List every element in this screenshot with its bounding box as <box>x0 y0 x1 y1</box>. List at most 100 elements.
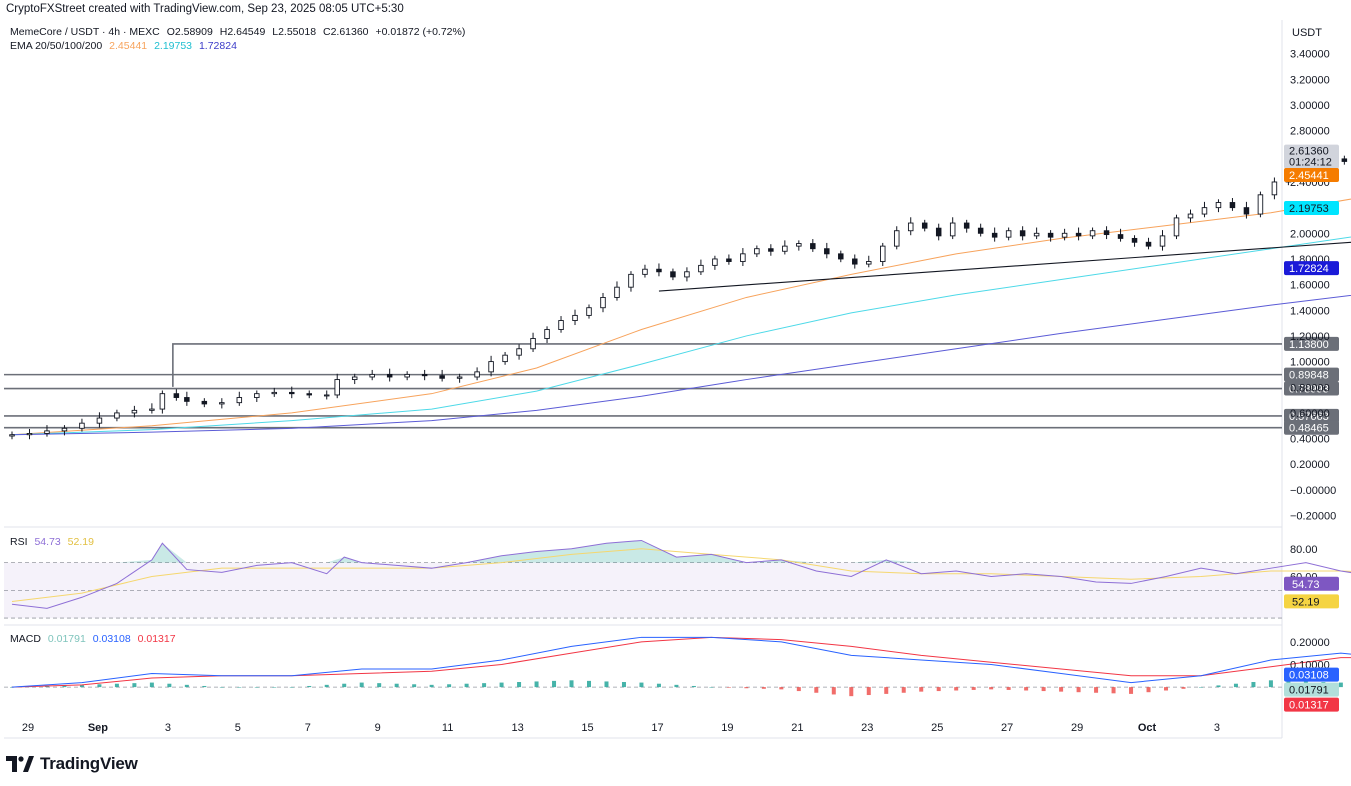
candle <box>768 248 774 252</box>
candle <box>544 329 550 339</box>
candle <box>977 227 984 234</box>
candle <box>404 373 410 378</box>
candle <box>1117 234 1124 239</box>
change-value: +0.01872 (+0.72%) <box>375 26 466 38</box>
price-axis: 3.400003.200003.000002.800002.600002.400… <box>1284 49 1339 523</box>
macd-legend: MACD 0.01791 0.03108 0.01317 <box>10 633 180 645</box>
candle <box>1271 181 1278 196</box>
ema200-value: 1.72824 <box>198 40 237 52</box>
macd-histogram-bar <box>79 684 84 688</box>
macd-histogram-bar <box>552 680 557 688</box>
macd-histogram-bar <box>1338 682 1343 688</box>
candle <box>1201 207 1208 215</box>
price-tick-label: 3.20000 <box>1290 74 1330 86</box>
candle <box>219 402 225 405</box>
time-tick-label: Sep <box>88 722 108 734</box>
candle <box>351 376 358 381</box>
candle <box>796 243 802 247</box>
candle <box>684 271 690 278</box>
macd-histogram-bar <box>237 687 242 688</box>
macd-histogram-bar <box>464 683 469 688</box>
macd-histogram-bar <box>44 685 49 688</box>
macd-histogram-bar <box>796 687 801 692</box>
macd-histogram-bar <box>359 682 364 688</box>
ohlc-low-value: 2.55018 <box>278 26 317 38</box>
candle <box>306 393 312 396</box>
macd-histogram-bar <box>1076 687 1081 693</box>
macd-histogram-bar <box>429 684 434 688</box>
candle <box>698 264 704 273</box>
macd-histogram-bar <box>114 683 119 688</box>
macd-histogram-bar <box>1129 687 1134 694</box>
candle <box>1047 232 1054 238</box>
macd-histogram-bar <box>709 687 714 688</box>
candle <box>9 434 15 437</box>
macd-label: MACD <box>10 633 41 645</box>
price-tick-label: −0.00000 <box>1290 485 1336 497</box>
macd-value-tag <box>1284 697 1339 712</box>
candle <box>369 373 375 378</box>
macd-histogram-bar <box>149 682 154 688</box>
candle <box>824 248 830 255</box>
macd-histogram-bar <box>62 685 67 688</box>
macd-histogram-bar <box>219 687 224 688</box>
level-price-tag <box>1284 336 1339 351</box>
price-tick-label: 0.20000 <box>1290 459 1330 471</box>
macd-histogram-bar <box>254 687 259 688</box>
rsi-overbought-fill <box>12 540 1351 563</box>
time-tick-label: 27 <box>1001 722 1013 734</box>
macd-histogram-bar <box>884 687 889 694</box>
time-tick-label: 29 <box>22 722 34 734</box>
candle <box>1257 194 1264 215</box>
last-price-tag <box>1284 144 1339 169</box>
macd-value-tag-text: 0.01791 <box>1289 685 1329 697</box>
candle <box>1145 241 1152 247</box>
macd-histogram-bar <box>289 687 294 688</box>
macd-histogram-bar <box>919 687 924 692</box>
tradingview-logo[interactable]: TradingView <box>6 752 138 776</box>
ohlc-close-value: 2.61360 <box>330 26 369 38</box>
candle <box>893 230 900 247</box>
candle <box>656 268 662 273</box>
macd-histogram-bar <box>866 687 871 696</box>
time-tick-label: 17 <box>651 722 663 734</box>
price-tick-label: 1.60000 <box>1290 280 1330 292</box>
ema50-line <box>11 198 1351 436</box>
ema-legend: EMA 20/50/100/200 2.45441 2.19753 1.7282… <box>10 40 241 52</box>
rsi-tick-label: 80.00 <box>1290 544 1318 556</box>
time-tick-label: 19 <box>721 722 733 734</box>
macd-value-tag <box>1284 682 1339 697</box>
candle <box>852 258 858 265</box>
macd-histogram-bar <box>1111 687 1116 694</box>
ema100-line <box>11 236 1351 436</box>
candle <box>726 258 732 262</box>
time-tick-label: 23 <box>861 722 873 734</box>
candle-countdown: 01:24:12 <box>1289 157 1332 169</box>
time-tick-label: 11 <box>442 722 453 734</box>
candle <box>149 408 155 411</box>
candle <box>474 371 480 378</box>
candle <box>1005 230 1012 238</box>
rsi-value: 54.73 <box>34 536 61 548</box>
time-tick-label: 3 <box>1214 722 1220 734</box>
candle <box>921 222 928 229</box>
candle <box>1243 207 1250 215</box>
macd-histogram-bar <box>377 683 382 688</box>
price-tick-label: 0.40000 <box>1290 434 1330 446</box>
candle <box>1131 237 1138 243</box>
ohlc-open-value: 2.58909 <box>174 26 213 38</box>
macd-histogram-bar <box>744 687 749 689</box>
price-tick-label: 2.00000 <box>1290 228 1330 240</box>
candle <box>61 427 68 432</box>
macd-histogram-bar <box>831 687 836 695</box>
ema-price-tag <box>1284 167 1339 182</box>
macd-histogram-bar <box>1181 687 1186 689</box>
rsi-ma-value: 52.19 <box>67 536 94 548</box>
candle <box>159 393 166 410</box>
macd-histogram-bar <box>394 683 399 688</box>
candle <box>880 245 886 262</box>
candle <box>1103 230 1110 236</box>
macd-histogram-bar <box>1024 687 1029 691</box>
